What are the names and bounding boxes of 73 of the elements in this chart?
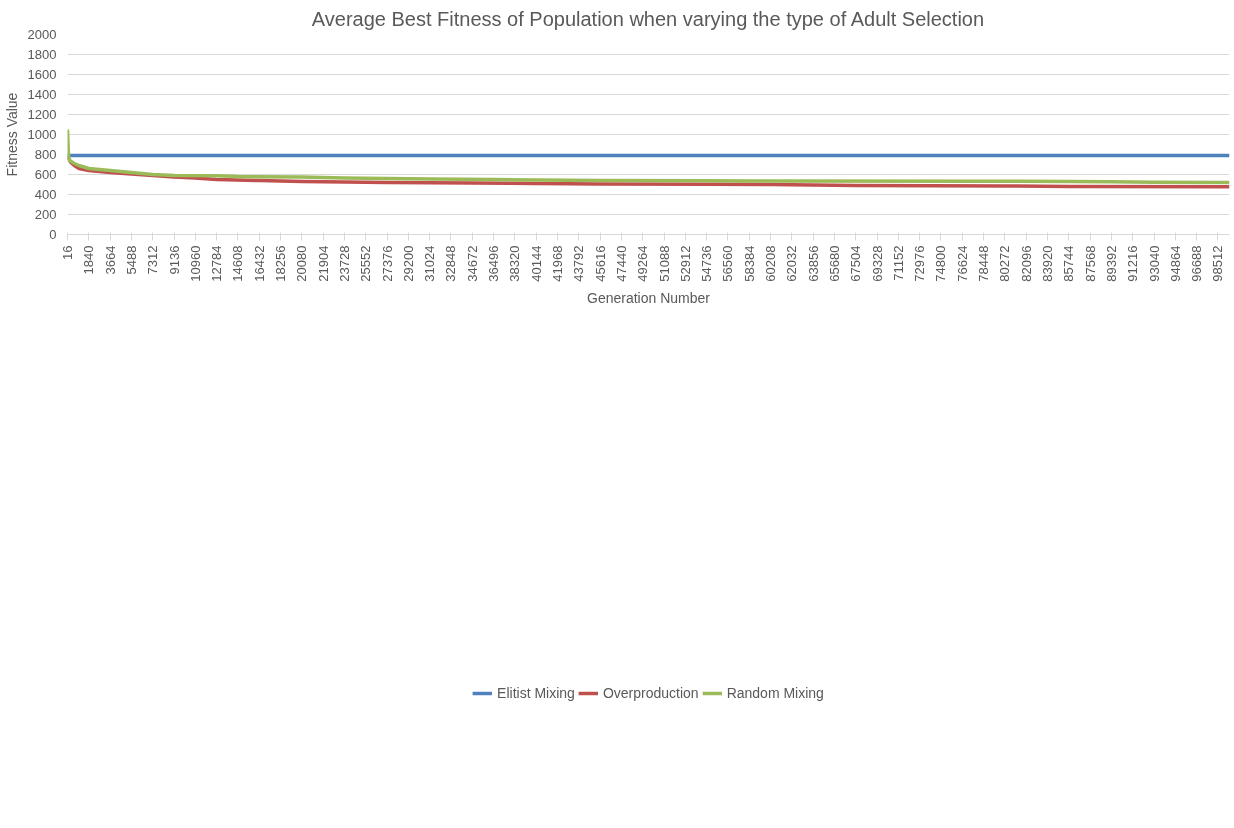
x-tick-label: 34672: [464, 245, 480, 282]
x-tick-label: 23728: [336, 245, 352, 282]
x-tick-label: 78448: [976, 245, 992, 282]
x-tick-label: 72976: [912, 245, 928, 282]
x-tick-label: 74800: [933, 245, 949, 282]
x-tick-label: 45616: [592, 245, 608, 282]
x-tick-label: 96688: [1189, 245, 1205, 282]
x-tick-label: 91216: [1125, 245, 1141, 282]
x-tick-label: 16432: [251, 245, 267, 282]
x-tick-label: 3664: [102, 245, 118, 275]
x-tick-label: 16: [60, 245, 75, 260]
x-tick-label: 10960: [187, 245, 203, 282]
x-tick-label: 51088: [656, 245, 672, 282]
x-tick-label: 93040: [1146, 245, 1162, 282]
x-tick-label: 38320: [507, 245, 523, 282]
x-tick-label: 56560: [720, 245, 736, 282]
y-tick-label: 2000: [27, 27, 57, 42]
x-tick-label: 1840: [81, 245, 97, 275]
line-series: [67, 127, 1230, 185]
y-tick-label: 1200: [27, 107, 57, 122]
x-tick-label: 89392: [1103, 245, 1119, 282]
x-tick-label: 43792: [571, 245, 587, 282]
x-tick-label: 29200: [400, 245, 416, 282]
x-tick-label: 52912: [677, 245, 693, 282]
x-tick-label: 7312: [145, 245, 161, 275]
y-axis-title: Fitness Value: [3, 92, 20, 177]
x-tick-label: 20080: [294, 245, 310, 282]
x-tick-label: 76624: [954, 245, 970, 282]
y-tick-label: 1600: [27, 67, 57, 82]
x-tick-label: 65680: [826, 245, 842, 282]
y-tick-label: 1000: [27, 127, 57, 142]
x-tick-label: 54736: [699, 245, 715, 282]
x-tick-label: 14608: [230, 245, 246, 282]
y-tick-label: 600: [34, 167, 57, 182]
x-tick-label: 80272: [997, 245, 1013, 282]
chart-title: Average Best Fitness of Population when varying the type of Adult Selection: [311, 7, 985, 30]
legend-label: Overproduction: [602, 685, 699, 701]
x-tick-label: 83920: [1040, 245, 1056, 282]
legend-label: Elitist Mixing: [497, 685, 575, 701]
x-tick-label: 69328: [869, 245, 885, 282]
x-tick-label: 40144: [528, 245, 544, 282]
y-tick-label: 0: [49, 227, 57, 242]
x-tick-label: 87568: [1082, 245, 1098, 282]
x-tick-label: 31024: [422, 245, 438, 282]
x-tick-label: 41968: [550, 245, 566, 282]
x-tick-label: 82096: [1018, 245, 1034, 282]
x-tick-label: 62032: [784, 245, 800, 282]
y-tick-label: 400: [34, 187, 57, 202]
x-tick-label: 27376: [379, 245, 395, 282]
x-tick-label: 60208: [763, 245, 779, 282]
x-tick-label: 49264: [635, 245, 651, 282]
y-tick-label: 200: [34, 207, 57, 222]
x-tick-label: 71152: [890, 245, 906, 281]
x-tick-label: 98512: [1210, 245, 1226, 282]
x-tick-label: 18256: [273, 245, 289, 282]
y-tick-label: 1400: [27, 87, 57, 102]
y-tick-label: 1800: [27, 47, 57, 62]
x-tick-label: 58384: [741, 245, 757, 282]
x-tick-label: 32848: [443, 245, 459, 282]
x-tick-label: 67504: [848, 245, 864, 282]
x-tick-label: 25552: [358, 245, 374, 282]
x-tick-label: 12784: [209, 245, 225, 282]
x-tick-label: 85744: [1061, 245, 1077, 282]
x-tick-label: 5488: [123, 245, 139, 275]
x-tick-label: 47440: [613, 245, 629, 282]
x-tick-label: 9136: [166, 245, 182, 275]
legend-label: Random Mixing: [726, 685, 824, 701]
x-tick-label: 63856: [805, 245, 821, 282]
x-tick-label: 94864: [1167, 245, 1183, 282]
y-tick-label: 800: [34, 147, 57, 162]
x-tick-label: 21904: [315, 245, 331, 282]
x-tick-label: 36496: [486, 245, 502, 282]
x-axis-title: Generation Number: [587, 289, 711, 306]
